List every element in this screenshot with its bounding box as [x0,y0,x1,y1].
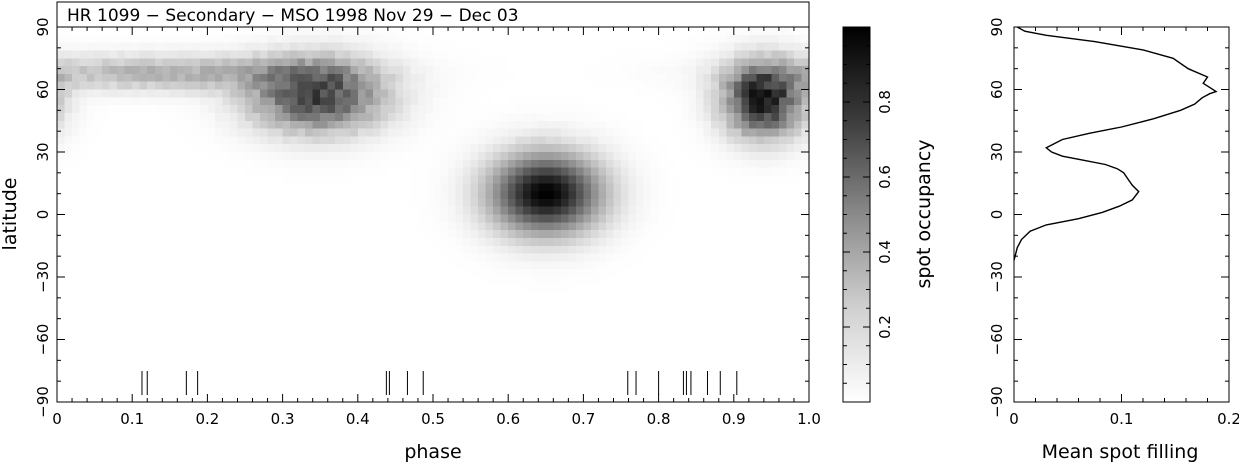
spot-map-panel: HR 1099 − Secondary − MSO 1998 Nov 29 − … [0,1,821,463]
y-tick-label: 30 [34,142,52,161]
colorbar-tick-label: 0.6 [876,165,894,189]
profile-y-tick-label: 60 [988,80,1006,99]
spot-map-image [57,27,809,402]
x-tick-label: 0.3 [271,410,295,428]
profile-y-tick-label: 0 [988,210,1006,220]
x-tick-label: 0.8 [647,410,671,428]
profile-x-tick-label: 0 [1009,410,1019,428]
y-tick-label: −90 [34,386,52,418]
x-tick-label: 0.5 [421,410,445,428]
mean-spot-filling-panel: 0 0.1 0.2 −90 −60 −30 0 30 60 90 Mean spot fillin… [988,17,1239,463]
profile-x-tick-label: 0.2 [1217,410,1239,428]
profile-x-label: Mean spot filling [1042,441,1199,463]
profile-y-tick-label: 30 [988,142,1006,161]
x-tick-label: 0.6 [496,410,520,428]
x-tick-label: 0.2 [195,410,219,428]
x-tick-label: 0.4 [346,410,370,428]
colorbar-tick-label: 0.2 [876,315,894,339]
x-tick-label: 0 [52,410,62,428]
x-axis-label: phase [404,441,461,463]
profile-x-tick-label: 0.1 [1110,410,1134,428]
mean-spot-filling-line [1013,26,1218,261]
y-axis-label: latitude [0,178,21,251]
y-tick-label: 90 [34,17,52,36]
colorbar-label: spot occupancy [913,139,935,288]
map-title: HR 1099 − Secondary − MSO 1998 Nov 29 − … [67,6,519,26]
profile-y-tick-label: −30 [988,261,1006,293]
profile-y-tick-label: −60 [988,324,1006,356]
colorbar-tick-label: 0.4 [876,240,894,264]
profile-y-tick-label: −90 [988,386,1006,418]
y-tick-label: 0 [34,210,52,220]
observation-phase-marks [141,371,738,395]
colorbar-panel: 0.2 0.4 0.6 0.8 spot occupancy [842,26,935,403]
profile-y-tick-label: 90 [988,17,1006,36]
colorbar-tick-label: 0.8 [876,90,894,114]
x-tick-label: 0.9 [722,410,746,428]
map-axes-ticks: 0 0.1 0.2 0.3 0.4 0.5 0.6 0.7 0.8 0.9 1.0 −90 −60 −30… [34,17,821,428]
y-tick-label: −30 [34,261,52,293]
x-tick-label: 0.1 [120,410,144,428]
colorbar [842,26,871,403]
y-tick-label: 60 [34,80,52,99]
colorbar-ticks: 0.2 0.4 0.6 0.8 [843,45,894,384]
x-tick-label: 0.7 [571,410,595,428]
profile-frame [1013,26,1230,403]
x-tick-label: 1.0 [797,410,821,428]
profile-axes-ticks: 0 0.1 0.2 −90 −60 −30 0 30 60 90 [988,17,1239,428]
y-tick-label: −60 [34,324,52,356]
